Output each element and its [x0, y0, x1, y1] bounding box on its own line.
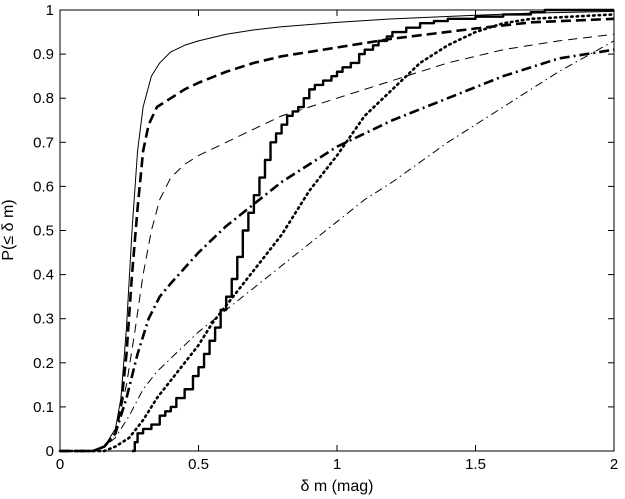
series-line-thick-dotted	[58, 13, 616, 453]
y-tick-label: 0.8	[33, 90, 54, 107]
x-tick-label: 1	[333, 456, 341, 473]
y-tick-label: 0.4	[33, 267, 54, 284]
y-tick-label: 0.5	[33, 223, 54, 240]
series-line-thick-dashdot	[60, 48, 615, 453]
y-tick-label: 0	[46, 443, 54, 460]
series-line-thin-solid	[60, 10, 615, 452]
x-tick-label: 0	[56, 456, 64, 473]
y-tick-label: 0.9	[33, 46, 54, 63]
series-line-thin-dashdot	[60, 40, 615, 452]
y-tick-label: 0.2	[33, 355, 54, 372]
y-tick-label: 0.6	[33, 178, 54, 195]
y-tick-label: 1	[46, 2, 54, 19]
plot-area: 0 0.5 1 1.5 2 0 0.1 0.2 0.3 0.4 0.5 0.6 0.7 0.8 0.9 1	[33, 2, 618, 473]
ticks-layer: 0 0.5 1 1.5 2 0 0.1 0.2 0.3 0.4 0.5 0.6 0.7 0.8 0.9 1	[33, 2, 618, 473]
y-tick-label: 0.1	[33, 399, 54, 416]
series-line-thin-dashed	[60, 33, 615, 452]
series-layer	[58, 8, 616, 453]
series-line-thick-stairs	[132, 8, 614, 453]
x-tick-label: 0.5	[188, 456, 209, 473]
y-axis-title: P(≤ δ m)	[0, 199, 17, 260]
x-axis-title: δ m (mag)	[301, 478, 374, 495]
y-tick-label: 0.7	[33, 134, 54, 151]
x-tick-label: 1.5	[465, 456, 486, 473]
x-tick-label: 2	[610, 456, 618, 473]
y-tick-label: 0.3	[33, 311, 54, 328]
